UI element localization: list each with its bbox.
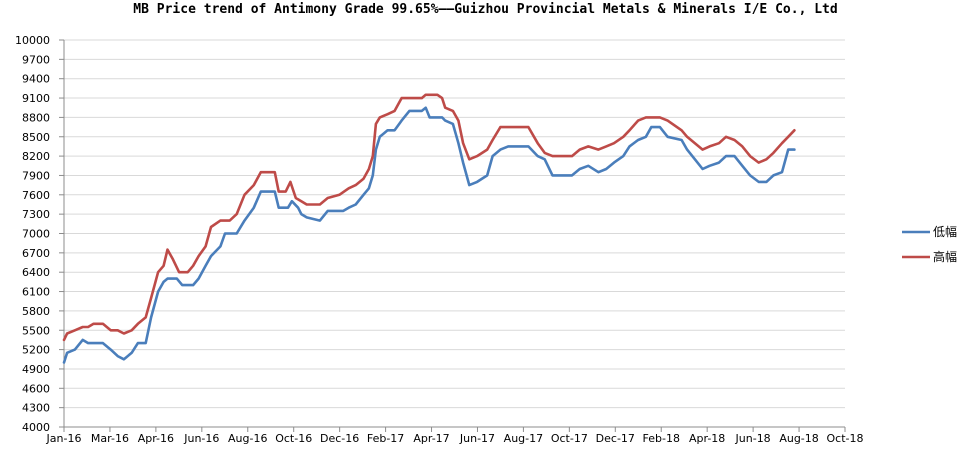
y-tick-label: 9400 [22, 73, 50, 86]
y-tick-label: 6400 [22, 266, 50, 279]
series-line-1 [62, 93, 796, 342]
x-tick-label: Apr-18 [689, 432, 725, 445]
y-tick-label: 6700 [22, 247, 50, 260]
y-tick-label: 8200 [22, 150, 50, 163]
y-tick-label: 7300 [22, 208, 50, 221]
y-tick-label: 4000 [22, 421, 50, 434]
y-tick-label: 10000 [15, 34, 50, 47]
y-tick-label: 7900 [22, 169, 50, 182]
chart-title: MB Price trend of Antimony Grade 99.65%—… [133, 2, 838, 17]
x-tick-label: Oct-18 [827, 432, 864, 445]
x-tick-label: Feb-17 [367, 432, 404, 445]
y-tick-label: 5500 [22, 324, 50, 337]
x-tick-label: Jun-16 [183, 432, 219, 445]
axes [59, 39, 846, 432]
x-tick-label: Dec-16 [320, 432, 359, 445]
y-tick-label: 8500 [22, 131, 50, 144]
x-tick-label: Jun-17 [459, 432, 495, 445]
x-tick-label: Apr-16 [138, 432, 174, 445]
series-lines [62, 93, 796, 364]
y-tick-label: 6100 [22, 286, 50, 299]
y-tick-label: 4900 [22, 363, 50, 376]
y-tick-label: 7000 [22, 228, 50, 241]
series-line-0 [62, 106, 796, 364]
x-tick-label: Jun-18 [735, 432, 771, 445]
legend-label-1: 高幅 [933, 249, 957, 264]
y-tick-label: 7600 [22, 189, 50, 202]
y-tick-label: 4300 [22, 402, 50, 415]
x-tick-label: Apr-17 [413, 432, 449, 445]
y-tick-label: 9700 [22, 53, 50, 66]
y-tick-label: 5200 [22, 344, 50, 357]
x-tick-label: Oct-16 [275, 432, 312, 445]
x-tick-label: Jan-16 [46, 432, 82, 445]
legend-label-0: 低幅 [933, 224, 957, 239]
y-tick-label: 4600 [22, 382, 50, 395]
y-tick-label: 5800 [22, 305, 50, 318]
x-tick-label: Aug-18 [779, 432, 818, 445]
x-axis-tick-labels: Jan-16 Mar-16 Apr-16 Jun-16 Aug-16 Oct-16 Dec-… [46, 432, 864, 445]
gridlines [64, 39, 845, 409]
x-tick-label: Aug-17 [504, 432, 543, 445]
y-tick-label: 8800 [22, 111, 50, 124]
x-tick-label: Oct-17 [551, 432, 588, 445]
x-tick-label: Dec-17 [596, 432, 635, 445]
x-tick-label: Feb-18 [643, 432, 680, 445]
x-tick-label: Aug-16 [228, 432, 267, 445]
y-tick-label: 9100 [22, 92, 50, 105]
x-tick-label: Mar-16 [91, 432, 129, 445]
y-axis-tick-labels: 4000 4300 4600 4900 5200 5500 5800 6100 6400 6700… [15, 34, 50, 434]
